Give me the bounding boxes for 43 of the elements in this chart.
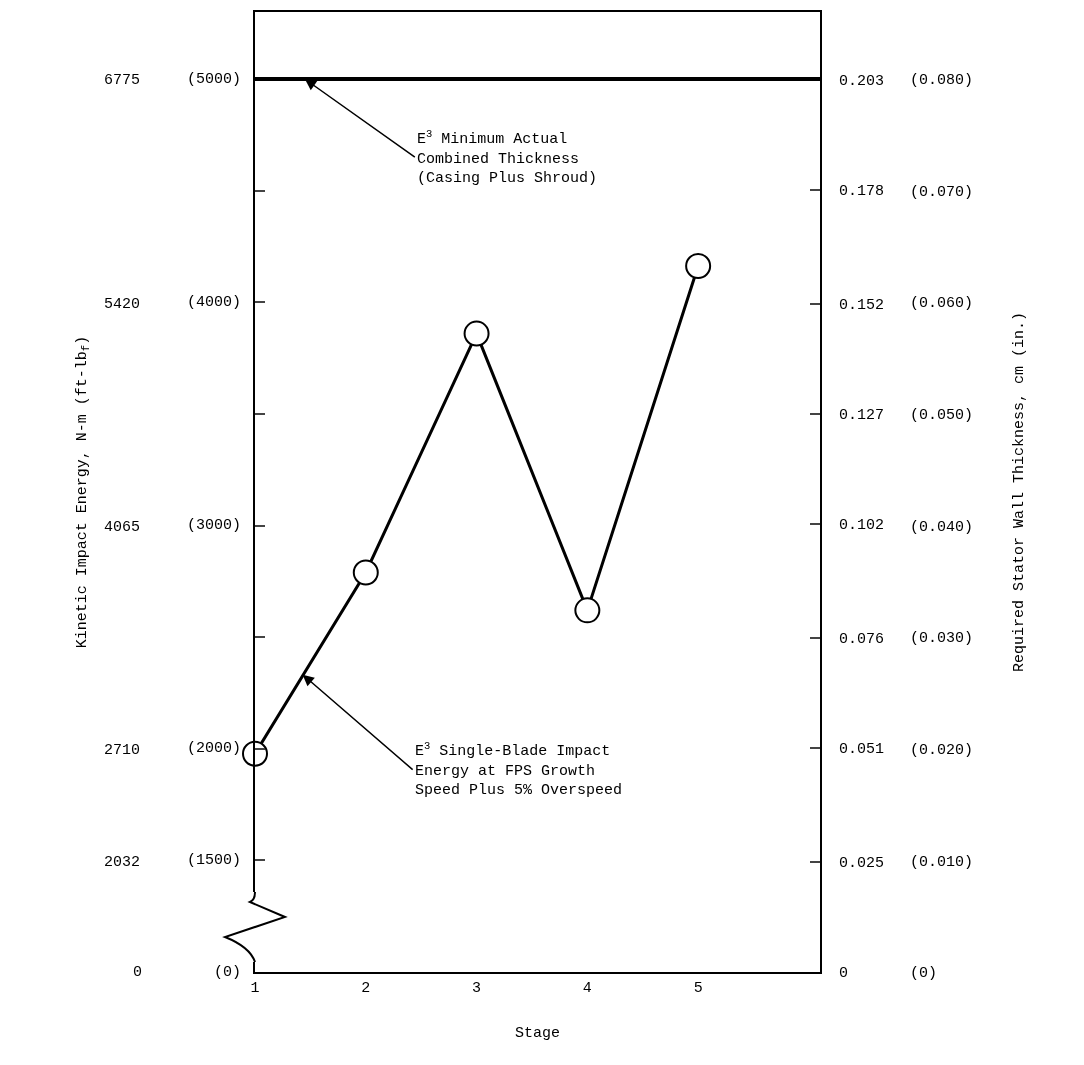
- y3-tick-label: 0.025: [839, 855, 885, 873]
- y3-tick-label: 0.102: [839, 516, 885, 534]
- y-tick-label: 2032: [103, 853, 140, 871]
- y2-tick-label: (0.020): [910, 741, 974, 759]
- x-axis-title: Stage: [514, 1024, 561, 1042]
- y3-tick-label: 0: [839, 965, 849, 983]
- x-tick-label: 5: [693, 980, 703, 997]
- text: 0 (0): [133, 964, 242, 981]
- y2-tick-label: (0.050): [910, 407, 974, 425]
- x-tick-label: 1: [250, 980, 260, 997]
- y2-tick-label: (0.040): [910, 518, 974, 536]
- text: (1500): [187, 852, 242, 869]
- point: [242, 740, 268, 767]
- y2-tick-label: (0.030): [910, 630, 974, 648]
- y2-tick-label: (0): [910, 965, 938, 983]
- y3-tick-label: 0.051: [839, 741, 885, 759]
- y3-tick-label: 0.178: [839, 182, 885, 200]
- text: (4000): [187, 294, 242, 311]
- y2-tick-label: (0.080): [910, 72, 974, 90]
- y2-tick-label: (0.010): [910, 853, 974, 871]
- x-tick-label: 3: [472, 980, 482, 997]
- y3-tick-label: 0.203: [839, 72, 885, 90]
- text: (3000): [187, 517, 242, 534]
- annotation: E$^{3}$ Minimum Actual Combined Thickness (Casing Plus Shroud): [417, 128, 598, 188]
- y-tick-label: 4065: [103, 518, 140, 536]
- x-tick-label: 4: [582, 980, 592, 997]
- y3-tick-label: 0.076: [839, 631, 885, 649]
- text: (5000): [187, 71, 242, 88]
- y3-tick-label: 0.127: [839, 407, 885, 425]
- y2-tick-label: (0.070): [910, 183, 974, 201]
- y2-tick-label: (0.060): [910, 295, 974, 313]
- point: [574, 597, 601, 624]
- point: [685, 253, 712, 280]
- y-tick-label: 2710: [103, 742, 140, 760]
- y-tick-label: 5420: [103, 295, 140, 313]
- y2-axis-title: Required Stator Wall Thickness, cm (in.): [1010, 311, 1028, 673]
- y-tick-label: 6775: [103, 72, 140, 90]
- annotation: E$^{3}$ Single-Blade Impact Energy at FPS Growth Speed Plus 5% Overspeed: [415, 740, 623, 800]
- point: [463, 320, 490, 347]
- point: [352, 559, 379, 586]
- x-tick-label: 2: [361, 980, 371, 997]
- text: (2000): [187, 740, 242, 757]
- y3-tick-label: 0.152: [839, 297, 885, 315]
